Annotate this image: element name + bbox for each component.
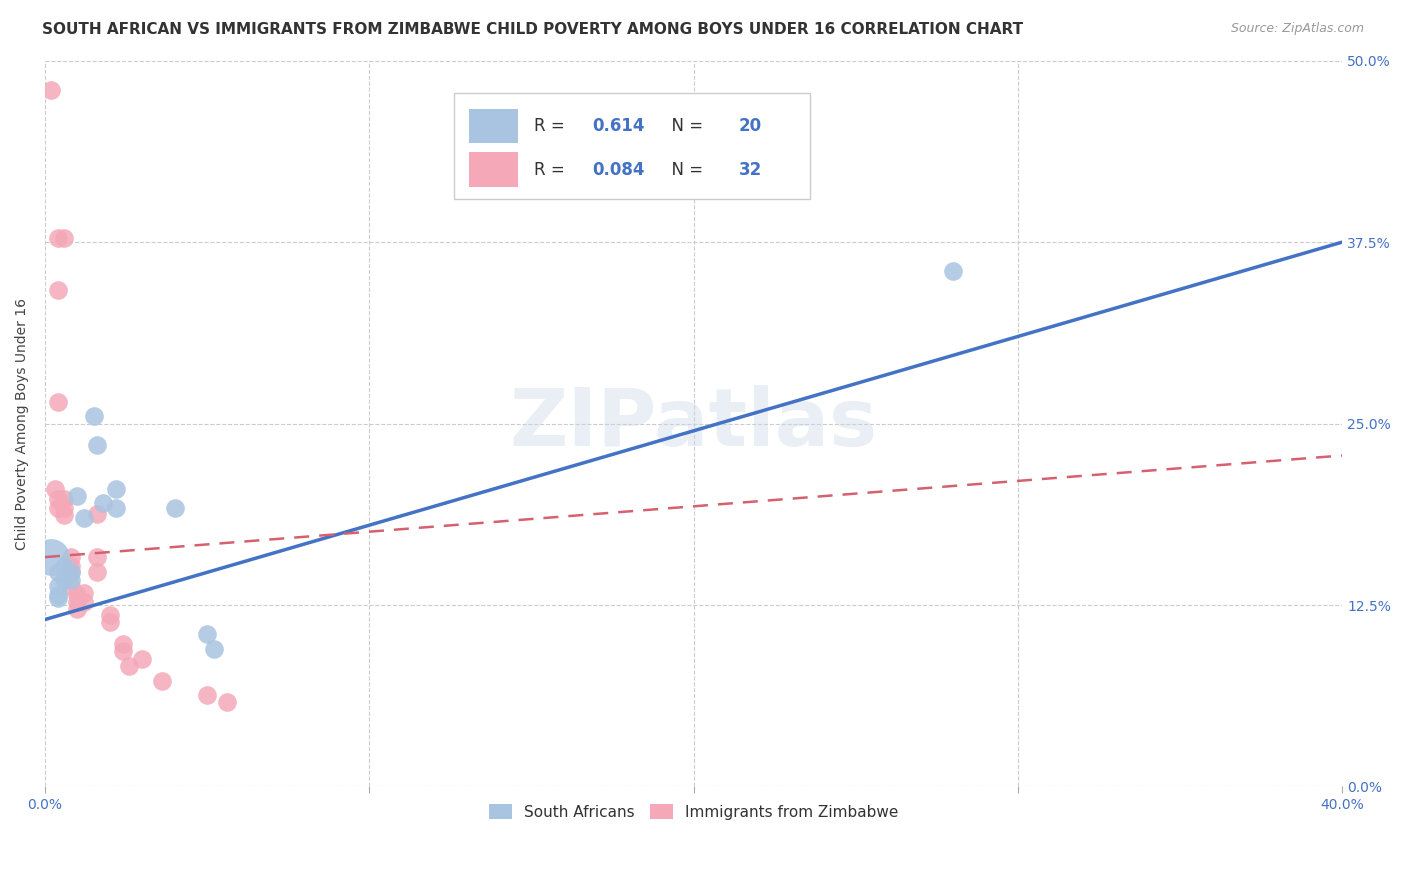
Text: N =: N = xyxy=(661,117,709,135)
Point xyxy=(59,558,82,573)
Text: SOUTH AFRICAN VS IMMIGRANTS FROM ZIMBABWE CHILD POVERTY AMONG BOYS UNDER 16 CORR: SOUTH AFRICAN VS IMMIGRANTS FROM ZIMBABW… xyxy=(42,22,1024,37)
Point xyxy=(53,491,76,506)
Point xyxy=(59,579,82,593)
Point xyxy=(150,673,173,688)
Point xyxy=(118,659,141,673)
Point xyxy=(202,641,225,656)
Point xyxy=(93,496,115,510)
Point xyxy=(59,574,82,588)
Point xyxy=(73,511,96,525)
Point xyxy=(73,586,96,600)
Point xyxy=(215,695,238,709)
Point xyxy=(46,394,69,409)
Point xyxy=(46,283,69,297)
Point xyxy=(46,491,69,506)
Point xyxy=(111,644,134,658)
Y-axis label: Child Poverty Among Boys Under 16: Child Poverty Among Boys Under 16 xyxy=(15,298,30,549)
Point xyxy=(942,264,965,278)
Point xyxy=(44,482,66,496)
Point xyxy=(98,615,121,630)
Point xyxy=(53,500,76,515)
Point xyxy=(41,83,63,97)
Text: N =: N = xyxy=(661,161,709,178)
FancyBboxPatch shape xyxy=(470,109,519,144)
Legend: South Africans, Immigrants from Zimbabwe: South Africans, Immigrants from Zimbabwe xyxy=(482,798,904,826)
Point xyxy=(105,482,128,496)
Point xyxy=(41,550,63,565)
Point xyxy=(53,508,76,522)
Point xyxy=(46,579,69,593)
Point xyxy=(46,500,69,515)
Point xyxy=(46,591,69,605)
Point xyxy=(53,558,76,573)
FancyBboxPatch shape xyxy=(454,94,810,199)
Point xyxy=(46,588,69,602)
Point xyxy=(66,595,89,609)
Point xyxy=(46,565,69,579)
Point xyxy=(53,572,76,586)
Point xyxy=(66,588,89,602)
Text: 0.084: 0.084 xyxy=(592,161,645,178)
Text: R =: R = xyxy=(534,161,569,178)
Point xyxy=(53,231,76,245)
Point xyxy=(86,507,108,521)
Point xyxy=(46,231,69,245)
Text: 32: 32 xyxy=(740,161,762,178)
Point xyxy=(59,565,82,579)
Point xyxy=(73,595,96,609)
Text: ZIPatlas: ZIPatlas xyxy=(509,384,877,463)
Point xyxy=(98,608,121,623)
Text: 20: 20 xyxy=(740,117,762,135)
Point xyxy=(83,409,105,424)
Point xyxy=(66,602,89,616)
FancyBboxPatch shape xyxy=(470,153,519,187)
Point xyxy=(86,550,108,565)
Point xyxy=(86,438,108,452)
Point xyxy=(86,565,108,579)
Point xyxy=(195,688,218,702)
Text: 0.614: 0.614 xyxy=(592,117,645,135)
Text: R =: R = xyxy=(534,117,569,135)
Point xyxy=(195,627,218,641)
Point xyxy=(66,489,89,503)
Text: Source: ZipAtlas.com: Source: ZipAtlas.com xyxy=(1230,22,1364,36)
Point xyxy=(111,637,134,651)
Point xyxy=(59,565,82,579)
Point xyxy=(163,500,186,515)
Point xyxy=(131,651,153,665)
Point xyxy=(59,550,82,565)
Point xyxy=(105,500,128,515)
